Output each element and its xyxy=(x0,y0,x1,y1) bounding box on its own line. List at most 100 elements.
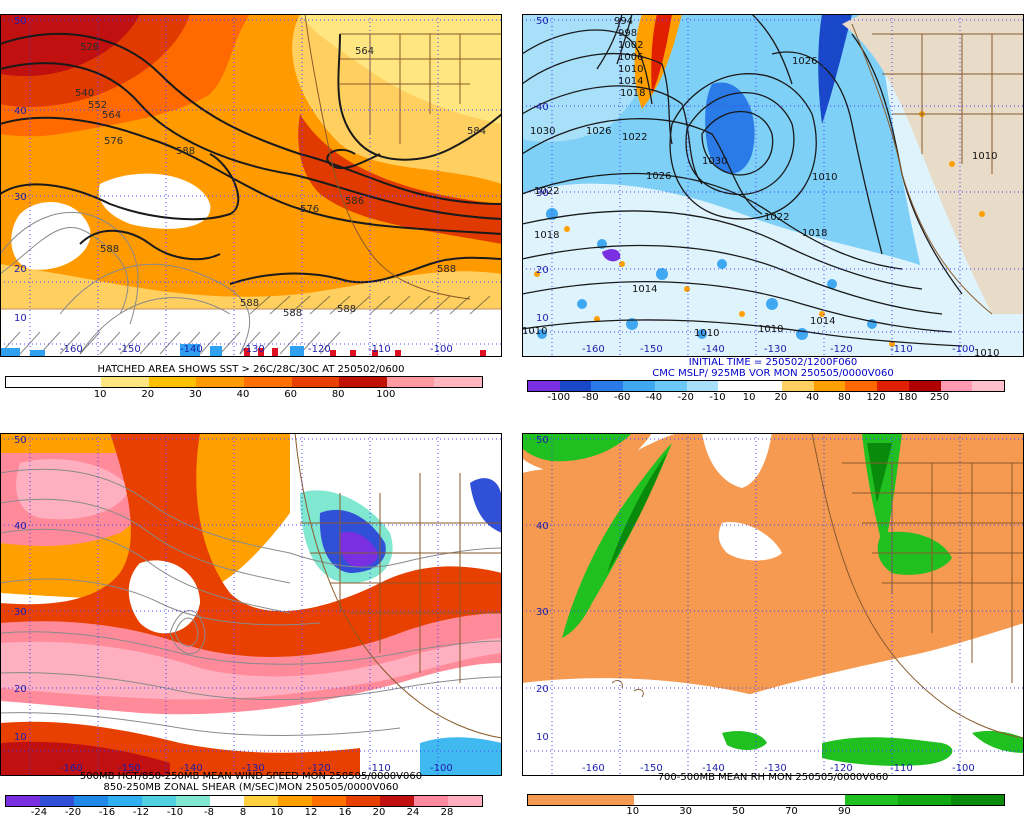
colorbar-tick-label: -24 xyxy=(30,807,48,818)
colorbar-segment xyxy=(108,796,142,806)
lat-label: 30 xyxy=(536,607,549,618)
colorbar-segment xyxy=(686,381,719,391)
lon-label: -140 xyxy=(702,344,725,355)
contour-label: 584 xyxy=(467,126,486,137)
colorbar-segment xyxy=(448,796,482,806)
colorbar-segment xyxy=(101,377,149,387)
lon-label: -130 xyxy=(764,763,787,774)
colorbar-segment xyxy=(176,796,210,806)
colorbar-segment xyxy=(908,381,941,391)
colorbar-ticks: -100 -80 -60 -40 -20 -10 10 20 40 80 120 180 250 xyxy=(527,392,1003,404)
colorbar-segment xyxy=(291,377,340,387)
colorbar-segment xyxy=(6,377,54,387)
lon-label: -110 xyxy=(368,344,391,355)
colorbar-segment xyxy=(243,377,292,387)
colorbar-tick-label: -16 xyxy=(98,807,116,818)
contour-label: 994 xyxy=(614,16,633,27)
lat-label: 50 xyxy=(536,435,549,446)
contour-label: 1014 xyxy=(632,284,657,295)
lat-label: 30 xyxy=(14,607,27,618)
colorbar-tick-label: 90 xyxy=(837,806,851,817)
contour-label: 588 xyxy=(437,264,456,275)
colorbar-ticks: -24 -20 -16 -12 -10 -8 8 10 12 16 20 24 28 xyxy=(5,807,481,819)
colorbar-segment xyxy=(739,795,793,805)
colorbar-tick-label: -20 xyxy=(677,392,694,403)
lat-label: 40 xyxy=(14,106,27,117)
colorbar-tick-label: 10 xyxy=(626,806,640,817)
contour-label: 564 xyxy=(102,110,121,121)
colorbar-segment xyxy=(813,381,846,391)
colorbar-tick-label: 100 xyxy=(376,389,396,400)
colorbar-segment xyxy=(750,381,782,391)
colorbar-tick-label: 250 xyxy=(929,392,950,403)
contour-label: 1010 xyxy=(618,64,643,75)
contour-label: 586 xyxy=(345,196,364,207)
colorbar-tick-label: -80 xyxy=(582,392,599,403)
lat-label: 50 xyxy=(14,16,27,27)
panel-500mb-height-sst: 528 540 552 564 576 588 588 586 584 576 … xyxy=(0,0,502,400)
colorbar-segment xyxy=(53,377,102,387)
map-area: 528 540 552 564 576 588 588 586 584 576 … xyxy=(0,14,502,357)
colorbar-tick-label: 30 xyxy=(189,389,202,400)
contour-label: 1018 xyxy=(802,228,827,239)
colorbar-segment xyxy=(380,796,414,806)
lon-label: -150 xyxy=(118,763,141,774)
map-svg: 50 40 30 20 10 -160 -150 -140 -130 -120 … xyxy=(0,433,502,776)
colorbar-segment xyxy=(845,795,899,805)
contour-label: 1026 xyxy=(792,56,817,67)
colorbar-tick-label: 180 xyxy=(898,392,918,403)
panel-wind-shear: 50 40 30 20 10 -160 -150 -140 -130 -120 … xyxy=(0,419,502,819)
panel-cmc-mslp-vorticity: 994 998 1002 1006 1010 1014 1018 1022 10… xyxy=(522,0,1024,403)
caption-line: INITIAL TIME = 250502/1200F060 xyxy=(688,357,858,368)
lon-label: -160 xyxy=(60,344,83,355)
colorbar-segment xyxy=(580,795,634,805)
lon-label: -130 xyxy=(242,763,265,774)
lon-label: -110 xyxy=(368,763,391,774)
lon-label: -110 xyxy=(890,763,913,774)
lat-label: 50 xyxy=(536,16,549,27)
colorbar-segment xyxy=(591,381,624,391)
contour-label: 1030 xyxy=(530,126,555,137)
colorbar-segment xyxy=(792,795,846,805)
colorbar-segment xyxy=(972,381,1005,391)
contour-label: 1010 xyxy=(974,348,999,357)
lon-label: -100 xyxy=(430,344,453,355)
contour-label: 1010 xyxy=(522,326,547,337)
colorbar-segment xyxy=(654,381,687,391)
lat-label: 10 xyxy=(536,313,549,324)
colorbar-tick-label: 120 xyxy=(866,392,886,403)
contour-label: 588 xyxy=(283,308,302,319)
colorbar-segment xyxy=(528,795,581,805)
colorbar-segment xyxy=(339,377,387,387)
panel-caption: 700-500MB MEAN RH MON 250505/0000V060 xyxy=(522,772,1024,783)
lat-label: 10 xyxy=(14,732,27,743)
colorbar-segment xyxy=(781,381,814,391)
colorbar-tick-label: -10 xyxy=(166,807,184,818)
colorbar-segment xyxy=(386,377,435,387)
contour-label: 998 xyxy=(618,28,637,39)
contour-label: 1018 xyxy=(620,88,645,99)
colorbar-segment xyxy=(951,795,1005,805)
caption-line: CMC MSLP/ 925MB VOR MON 250505/0000V060 xyxy=(652,368,894,379)
colorbar-tick-label: 10 xyxy=(93,389,107,400)
colorbar-segment xyxy=(623,381,655,391)
colorbar-segment xyxy=(633,795,687,805)
colorbar-tick-label: 50 xyxy=(732,806,745,817)
caption-line: 500MB HGT/850-250MB MEAN WIND SPEED MON … xyxy=(79,771,423,782)
map-svg: 994 998 1002 1006 1010 1014 1018 1022 10… xyxy=(522,14,1024,357)
contour-label: 1022 xyxy=(764,212,789,223)
contour-label: 540 xyxy=(75,88,94,99)
lon-label: -160 xyxy=(60,763,83,774)
colorbar-tick-label: 30 xyxy=(679,806,693,817)
panel-caption: INITIAL TIME = 250502/1200F060 CMC MSLP/… xyxy=(522,357,1024,379)
colorbar-tick-label: 16 xyxy=(338,807,352,818)
contour-label: 1014 xyxy=(810,316,835,327)
map-svg: 528 540 552 564 576 588 588 586 584 576 … xyxy=(0,14,502,357)
colorbar-segment xyxy=(414,796,448,806)
colorbar-segment xyxy=(898,795,952,805)
colorbar-tick-label: 40 xyxy=(806,392,819,403)
contour-label: 1010 xyxy=(758,324,783,335)
contour-label: 1030 xyxy=(702,156,727,167)
colorbar-ticks: 10 20 30 40 60 80 100 xyxy=(5,389,481,401)
contour-label: 1010 xyxy=(812,172,837,183)
